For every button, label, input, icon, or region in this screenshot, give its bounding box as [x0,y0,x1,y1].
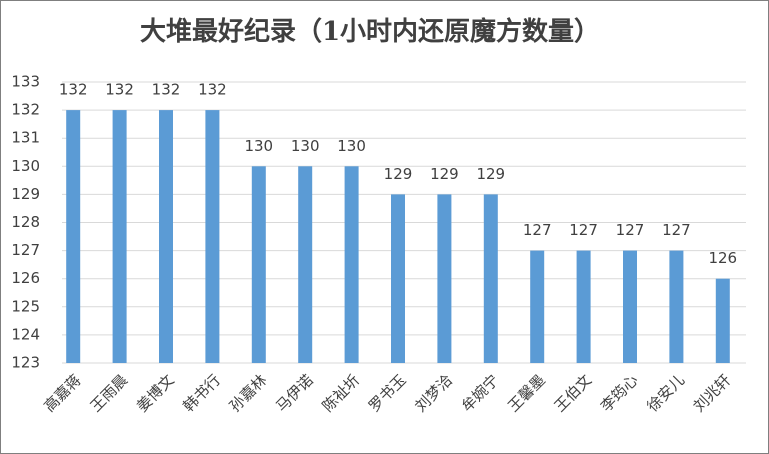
bar [66,110,81,363]
y-tick-label: 123 [11,354,40,372]
data-label: 126 [708,249,737,267]
data-label: 132 [152,81,181,99]
data-label: 127 [523,221,552,239]
bar [112,110,127,363]
bar [251,166,266,363]
bar [576,250,591,363]
data-label: 129 [430,165,459,183]
data-label: 127 [662,221,691,239]
bar [298,166,313,363]
data-label: 130 [337,137,366,155]
bar [669,250,684,363]
data-label: 129 [476,165,505,183]
data-label: 127 [616,221,645,239]
y-tick-label: 131 [11,129,40,147]
bar [159,110,173,363]
data-label: 130 [244,137,273,155]
data-label: 127 [569,221,598,239]
y-tick-label: 133 [11,73,40,91]
data-label: 130 [291,137,320,155]
chart-title: 大堆最好纪录（1小时内还原魔方数量） [140,16,600,47]
bar [205,110,220,363]
bar [623,250,637,363]
y-tick-label: 129 [11,185,40,203]
data-label: 132 [105,81,134,99]
y-tick-label: 126 [11,269,40,287]
y-tick-label: 132 [11,101,40,119]
bar [391,194,405,363]
data-label: 129 [384,165,413,183]
y-tick-label: 124 [11,325,40,343]
bar [530,250,545,363]
data-label: 132 [59,81,88,99]
bar [715,278,730,363]
y-tick-label: 127 [11,241,40,259]
y-tick-label: 128 [11,213,40,231]
bar [437,194,452,363]
data-label: 132 [198,81,227,99]
y-tick-label: 125 [11,297,40,315]
y-tick-label: 130 [11,157,40,175]
bar [344,166,359,363]
bar [483,194,498,363]
